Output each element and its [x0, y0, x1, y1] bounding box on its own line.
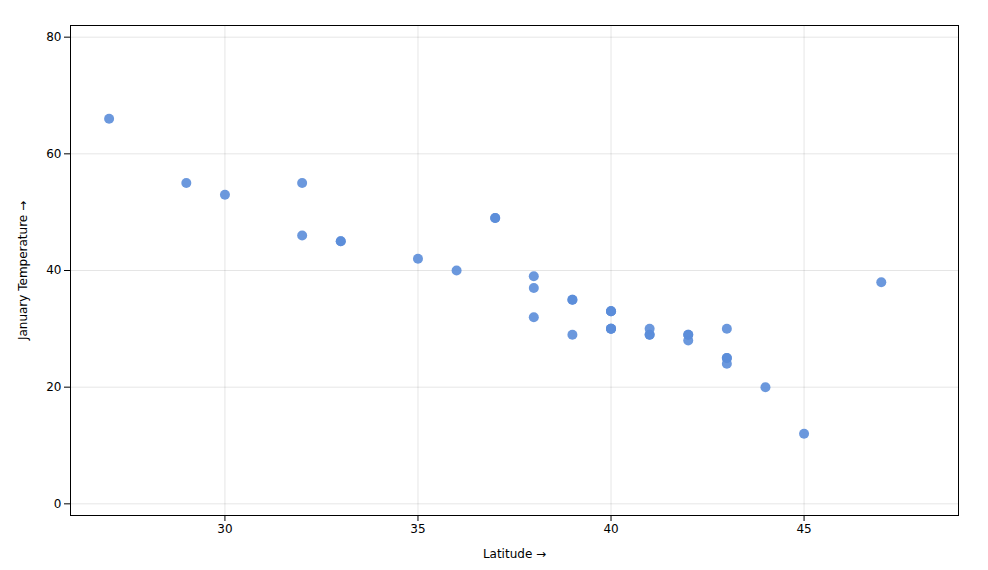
svg-text:80: 80 [46, 30, 61, 44]
svg-text:60: 60 [46, 147, 61, 161]
svg-text:35: 35 [410, 522, 425, 536]
svg-text:Latitude →: Latitude → [483, 547, 546, 561]
svg-text:20: 20 [46, 380, 61, 394]
svg-text:40: 40 [603, 522, 618, 536]
svg-text:0: 0 [54, 497, 62, 511]
svg-text:January Temperature →: January Temperature → [16, 201, 30, 341]
svg-text:30: 30 [217, 522, 232, 536]
svg-text:40: 40 [46, 263, 61, 277]
svg-text:45: 45 [796, 522, 811, 536]
